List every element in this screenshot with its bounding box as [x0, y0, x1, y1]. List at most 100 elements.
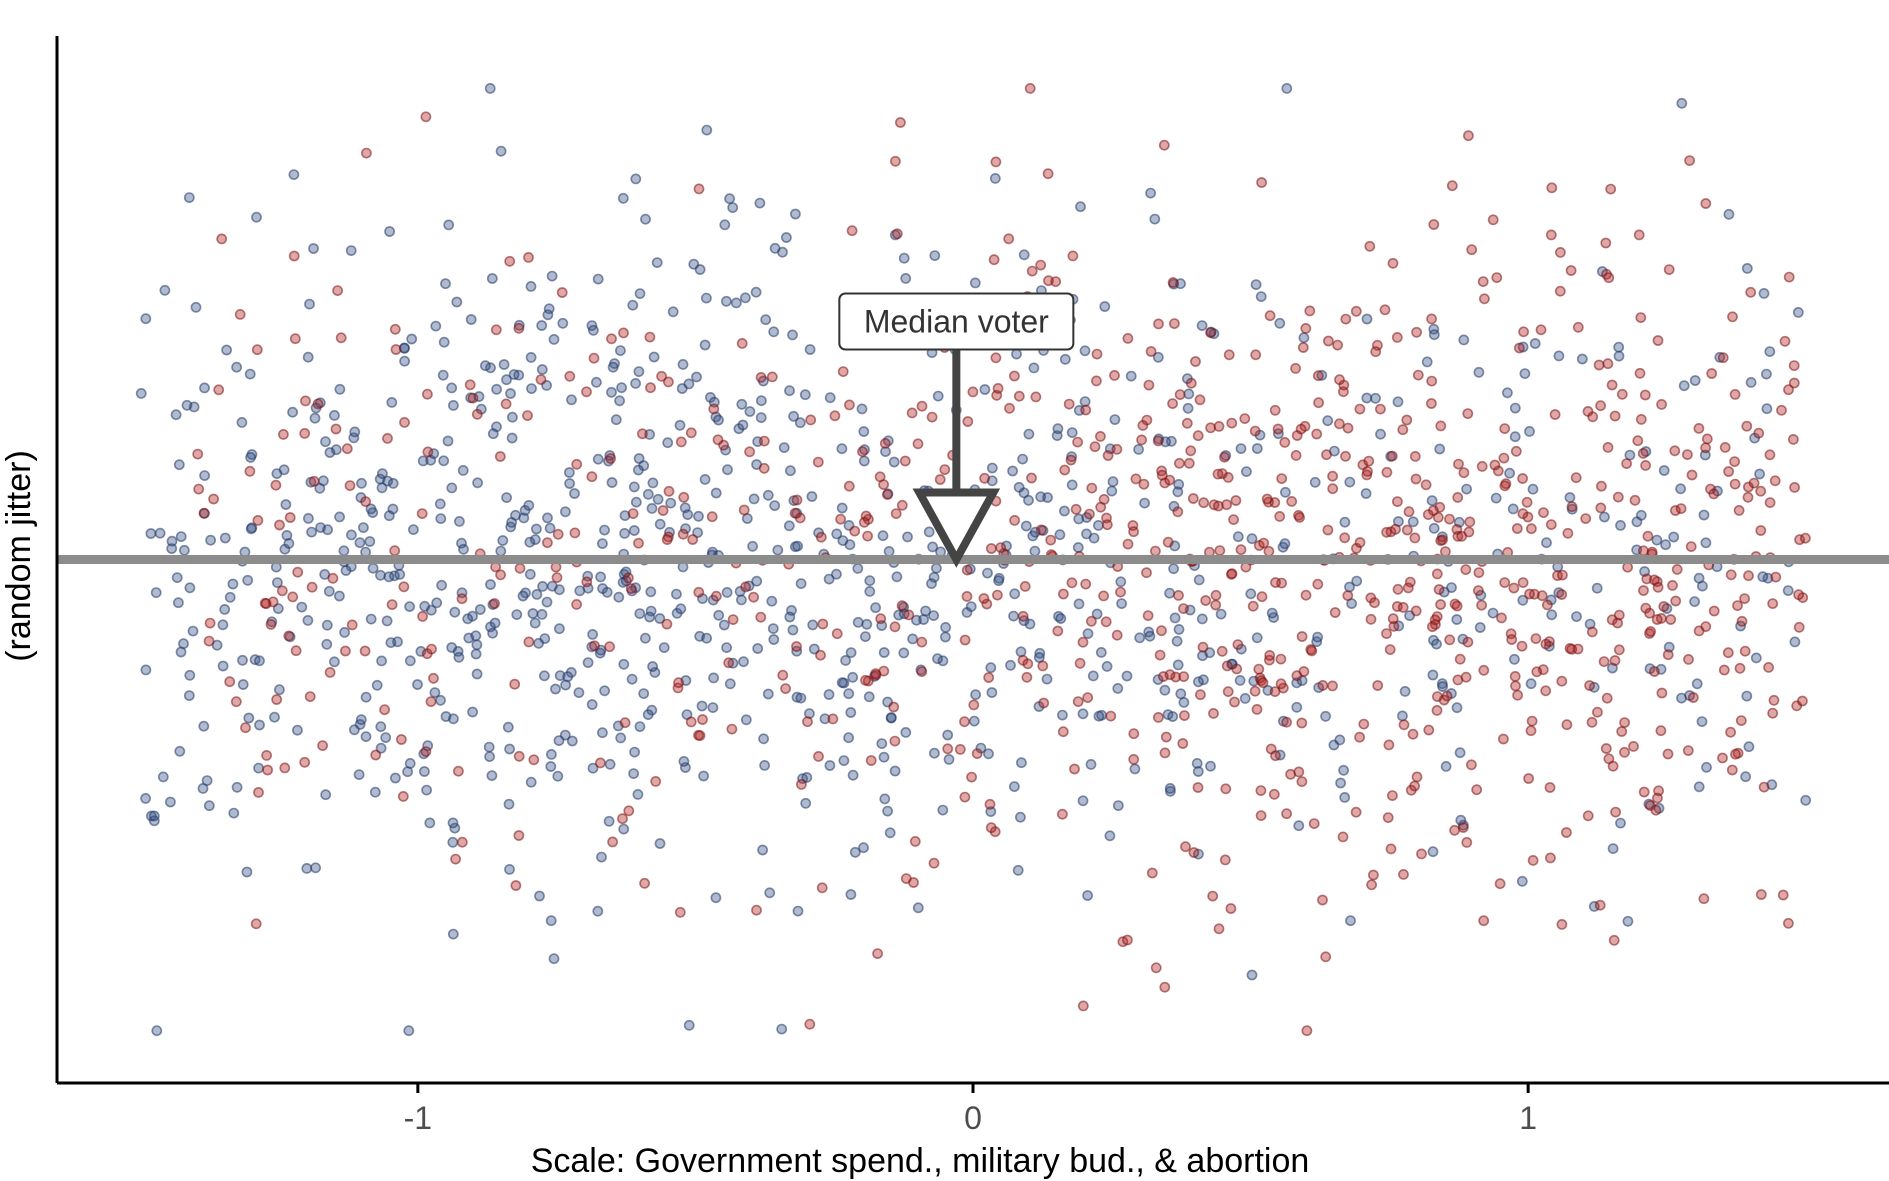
- democrats-point-171: [497, 535, 509, 546]
- democrats-point-983: [440, 278, 451, 290]
- republicans-point-136: [1350, 806, 1362, 818]
- republicans-point-422: [1077, 636, 1089, 648]
- republicans-point-375: [1687, 692, 1699, 703]
- democrats-point-335: [524, 536, 536, 548]
- republicans-point-678: [1066, 577, 1078, 589]
- democrats-point-406: [569, 488, 580, 499]
- democrats-point-24: [747, 540, 758, 552]
- republicans-point-603: [1179, 710, 1190, 721]
- democrats-point-951: [1473, 366, 1485, 378]
- democrats-point-886: [630, 377, 641, 389]
- republicans-point-557: [1364, 240, 1376, 252]
- democrats-point-612: [1093, 520, 1104, 531]
- republicans-point-123: [417, 611, 428, 622]
- democrats-point-595: [889, 765, 901, 777]
- republicans-point-623: [1024, 83, 1036, 94]
- democrats-point-371: [1701, 761, 1712, 773]
- democrats-point-824: [1723, 208, 1735, 220]
- republicans-point-614: [1159, 981, 1171, 993]
- republicans-point-723: [1188, 847, 1200, 858]
- democrats-point-158: [1099, 301, 1111, 312]
- republicans-point-53: [382, 432, 393, 444]
- democrats-point-699: [799, 389, 811, 401]
- democrats-point-577: [878, 647, 890, 658]
- democrats-point-223: [1245, 588, 1257, 600]
- democrats-point-16: [756, 395, 767, 407]
- republicans-point-768: [1058, 588, 1069, 600]
- democrats-point-251: [1159, 684, 1171, 696]
- democrats-point-694: [525, 280, 537, 292]
- republicans-point-584: [738, 504, 750, 516]
- x-tick-label-1: 0: [964, 1100, 982, 1136]
- democrats-point-785: [647, 661, 658, 672]
- democrats-point-888: [737, 419, 749, 431]
- republicans-point-125: [1111, 629, 1123, 641]
- democrats-point-559: [795, 578, 807, 589]
- democrats-point-620: [754, 197, 766, 209]
- republicans-point-301: [1426, 313, 1437, 325]
- republicans-point-899: [1701, 433, 1713, 445]
- democrats-point-856: [273, 684, 285, 696]
- democrats-point-287: [151, 1025, 163, 1037]
- democrats-point-929: [503, 798, 515, 810]
- democrats-point-669: [1761, 368, 1772, 380]
- republicans-point-244: [623, 572, 634, 584]
- republicans-point-317: [510, 880, 522, 891]
- democrats-point-345: [675, 603, 687, 615]
- democrats-point-961: [986, 462, 998, 474]
- democrats-point-17: [1689, 375, 1701, 386]
- democrats-point-197: [1059, 353, 1071, 365]
- republicans-point-734: [1684, 155, 1695, 166]
- republicans-point-706: [1793, 621, 1805, 633]
- democrats-point-896: [975, 742, 987, 754]
- republicans-point-102: [1379, 304, 1391, 316]
- republicans-point-543: [1402, 582, 1414, 594]
- democrats-point-805: [302, 351, 314, 363]
- republicans-point-340: [1708, 605, 1720, 617]
- democrats-point-668: [592, 273, 604, 285]
- republicans-point-143: [1510, 680, 1521, 692]
- republicans-point-413: [1183, 457, 1195, 469]
- republicans-point-268: [802, 716, 813, 728]
- republicans-point-695: [1783, 271, 1795, 283]
- democrats-point-821: [170, 409, 182, 421]
- democrats-point-833: [876, 738, 888, 749]
- democrats-point-916: [394, 569, 406, 580]
- democrats-point-874: [665, 497, 677, 509]
- democrats-point-525: [693, 510, 704, 522]
- republicans-point-609: [1261, 493, 1273, 505]
- republicans-point-532: [1269, 686, 1281, 697]
- democrats-point-388: [399, 355, 410, 367]
- republicans-point-76: [1592, 706, 1603, 718]
- democrats-point-2: [617, 192, 629, 204]
- median-voter-annotation: Median voter: [838, 292, 1075, 568]
- republicans-point-809: [1498, 452, 1510, 464]
- democrats-point-610: [699, 339, 711, 351]
- democrats-point-487: [654, 613, 666, 624]
- republicans-point-774: [1164, 669, 1176, 681]
- democrats-point-218: [831, 568, 842, 580]
- democrats-point-23: [505, 388, 516, 399]
- x-ticks: -1 0 1: [404, 1083, 1537, 1136]
- republicans-point-601: [1128, 754, 1140, 765]
- democrats-point-71: [794, 417, 806, 429]
- republicans-point-349: [1717, 752, 1728, 764]
- republicans-point-721: [1616, 726, 1628, 737]
- republicans-point-354: [1629, 494, 1641, 506]
- democrats-point-853: [219, 532, 231, 544]
- republicans-point-184: [335, 332, 347, 344]
- republicans-point-203: [1729, 388, 1741, 400]
- republicans-point-683: [1358, 718, 1370, 730]
- democrats-point-996: [1251, 443, 1263, 454]
- democrats-point-292: [323, 585, 335, 597]
- democrats-point-277: [1007, 465, 1018, 477]
- democrats-point-749: [1168, 563, 1179, 575]
- democrats-point-645: [217, 619, 229, 631]
- republicans-point-396: [1542, 599, 1553, 611]
- democrats-point-492: [1279, 538, 1291, 550]
- republicans-point-135: [1274, 511, 1286, 522]
- republicans-point-472: [1605, 183, 1617, 195]
- republicans-point-595: [1279, 436, 1291, 448]
- democrats-point-215: [1191, 758, 1203, 769]
- republicans-point-297: [1656, 398, 1667, 410]
